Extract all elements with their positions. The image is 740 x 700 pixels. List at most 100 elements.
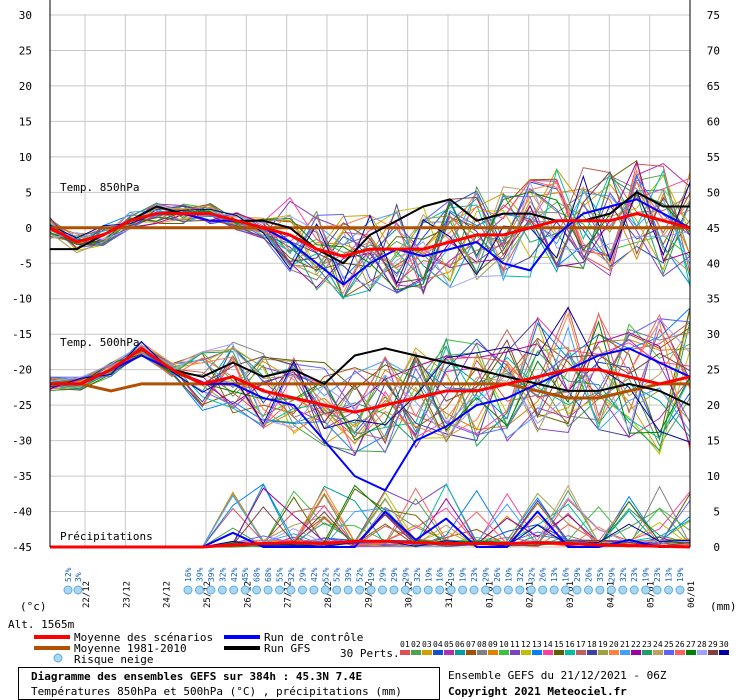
snowflake-icon <box>332 585 342 595</box>
snowflake-icon <box>366 585 376 595</box>
snow-risk-pct: 32% <box>619 567 628 582</box>
snowflake-icon <box>549 585 559 595</box>
y-left-tick: 0 <box>25 222 32 235</box>
pert-color-swatch <box>587 650 597 655</box>
y-right-tick: 60 <box>707 115 720 128</box>
pert-number: 26 <box>675 640 685 649</box>
y-right-tick: 30 <box>707 328 720 341</box>
snow-risk-pct: 68% <box>264 567 273 582</box>
snowflake-icon <box>664 585 674 595</box>
snowflake-icon <box>595 585 605 595</box>
snow-risk-pct: 23% <box>630 567 639 582</box>
snow-risk-pct: 32% <box>218 567 227 582</box>
snow-risk-pct: 13% <box>665 567 674 582</box>
snow-risk-pct: 35% <box>596 567 605 582</box>
snowflake-icon <box>652 585 662 595</box>
y-left-tick: -25 <box>12 399 32 412</box>
pert-number: 02 <box>411 640 421 649</box>
snow-risk-pct: 23% <box>470 567 479 582</box>
snow-risk-pct: 19% <box>642 567 651 582</box>
snow-risk-pct: 52% <box>321 567 330 582</box>
snowflake-row <box>63 585 685 595</box>
pert-line-850 <box>49 177 691 291</box>
pert-number: 14 <box>543 640 553 649</box>
snow-risk-pct: 29% <box>298 567 307 582</box>
y-left-tick: 5 <box>25 186 32 199</box>
climate-500-line <box>50 382 690 400</box>
snowflake-icon <box>629 585 639 595</box>
snowflake-icon <box>583 585 593 595</box>
snow-risk-pct: 68% <box>253 567 262 582</box>
legend-gfs-run: Run GFS <box>264 642 311 655</box>
snowflake-icon <box>572 585 582 595</box>
swatch-mean <box>34 635 70 639</box>
swatch-gfs <box>224 646 260 650</box>
pert-line-500 <box>49 307 691 443</box>
snowflake-icon <box>435 585 445 595</box>
legend-snow-risk: Risque neige <box>74 653 154 666</box>
pert-color-swatch <box>455 650 465 655</box>
x-date-tick: 28/12 <box>324 581 334 608</box>
x-date-tick: 22/12 <box>82 581 92 608</box>
perts-label: 30 Perts. <box>340 647 400 660</box>
pert-color-swatch <box>642 650 652 655</box>
y-right-tick: 45 <box>707 222 720 235</box>
pert-number: 18 <box>587 640 597 649</box>
pert-color-swatch <box>719 650 729 655</box>
snowflake-icon <box>469 585 479 595</box>
pert-color-swatch <box>554 650 564 655</box>
pert-number: 30 <box>719 640 729 649</box>
run-info: Ensemble GEFS du 21/12/2021 - 06Z <box>448 669 667 682</box>
snow-risk-pct: 32% <box>287 567 296 582</box>
y-right-tick: 35 <box>707 293 720 306</box>
snow-risk-pct: 32% <box>413 567 422 582</box>
snowflake-icon <box>355 585 365 595</box>
panel-label-850: Temp. 850hPa <box>60 181 139 194</box>
pert-color-swatch <box>565 650 575 655</box>
snowflake-icon <box>458 585 468 595</box>
pert-line-500 <box>49 328 691 445</box>
pert-color-swatch <box>444 650 454 655</box>
footer-title: Diagramme des ensembles GEFS sur 384h : … <box>31 670 363 683</box>
y-right-tick: 25 <box>707 364 720 377</box>
y-left-tick: -45 <box>12 541 32 554</box>
pert-number: 23 <box>642 640 652 649</box>
pert-color-swatch <box>521 650 531 655</box>
y-right-tick: 65 <box>707 80 720 93</box>
pert-number: 27 <box>686 640 696 649</box>
unit-right-label: (mm) <box>710 600 737 613</box>
pert-color-swatch <box>411 650 421 655</box>
y-right-tick: 5 <box>713 506 720 519</box>
pert-line-850 <box>49 202 691 295</box>
y-left-tick: 25 <box>19 44 32 57</box>
snow-risk-pct: 42% <box>310 567 319 582</box>
snow-risk-pct: 16% <box>436 567 445 582</box>
snowflake-icon <box>343 585 353 595</box>
snow-risk-pct: 52% <box>356 567 365 582</box>
snowflake-icon <box>675 585 685 595</box>
snow-risk-pct: 19% <box>676 567 685 582</box>
pert-color-swatch <box>510 650 520 655</box>
pert-number: 20 <box>609 640 619 649</box>
pert-line-850 <box>49 180 691 289</box>
snowflake-icon <box>641 585 651 595</box>
pert-color-swatch <box>477 650 487 655</box>
snow-risk-pct: 29% <box>573 567 582 582</box>
pert-number: 21 <box>620 640 630 649</box>
pert-color-swatch <box>499 650 509 655</box>
y-right-tick: 20 <box>707 399 720 412</box>
snow-risk-pct: 45% <box>241 567 250 582</box>
pert-number: 07 <box>466 640 476 649</box>
pert-number: 16 <box>565 640 575 649</box>
snow-risk-pct: 42% <box>230 567 239 582</box>
snow-risk-pct: 29% <box>401 567 410 582</box>
snowflake-icon <box>378 585 388 595</box>
pert-number: 11 <box>510 640 520 649</box>
snow-risk-pct: 26% <box>584 567 593 582</box>
snowflake-icon <box>538 585 548 595</box>
perturbation-swatches: 01 02 03 04 05 06 07 08 09 10 11 12 13 14 15 16 17 18 19 20… <box>400 640 729 655</box>
y-left-tick: -15 <box>12 328 32 341</box>
pert-number: 03 <box>422 640 432 649</box>
pert-line-500 <box>49 321 691 455</box>
